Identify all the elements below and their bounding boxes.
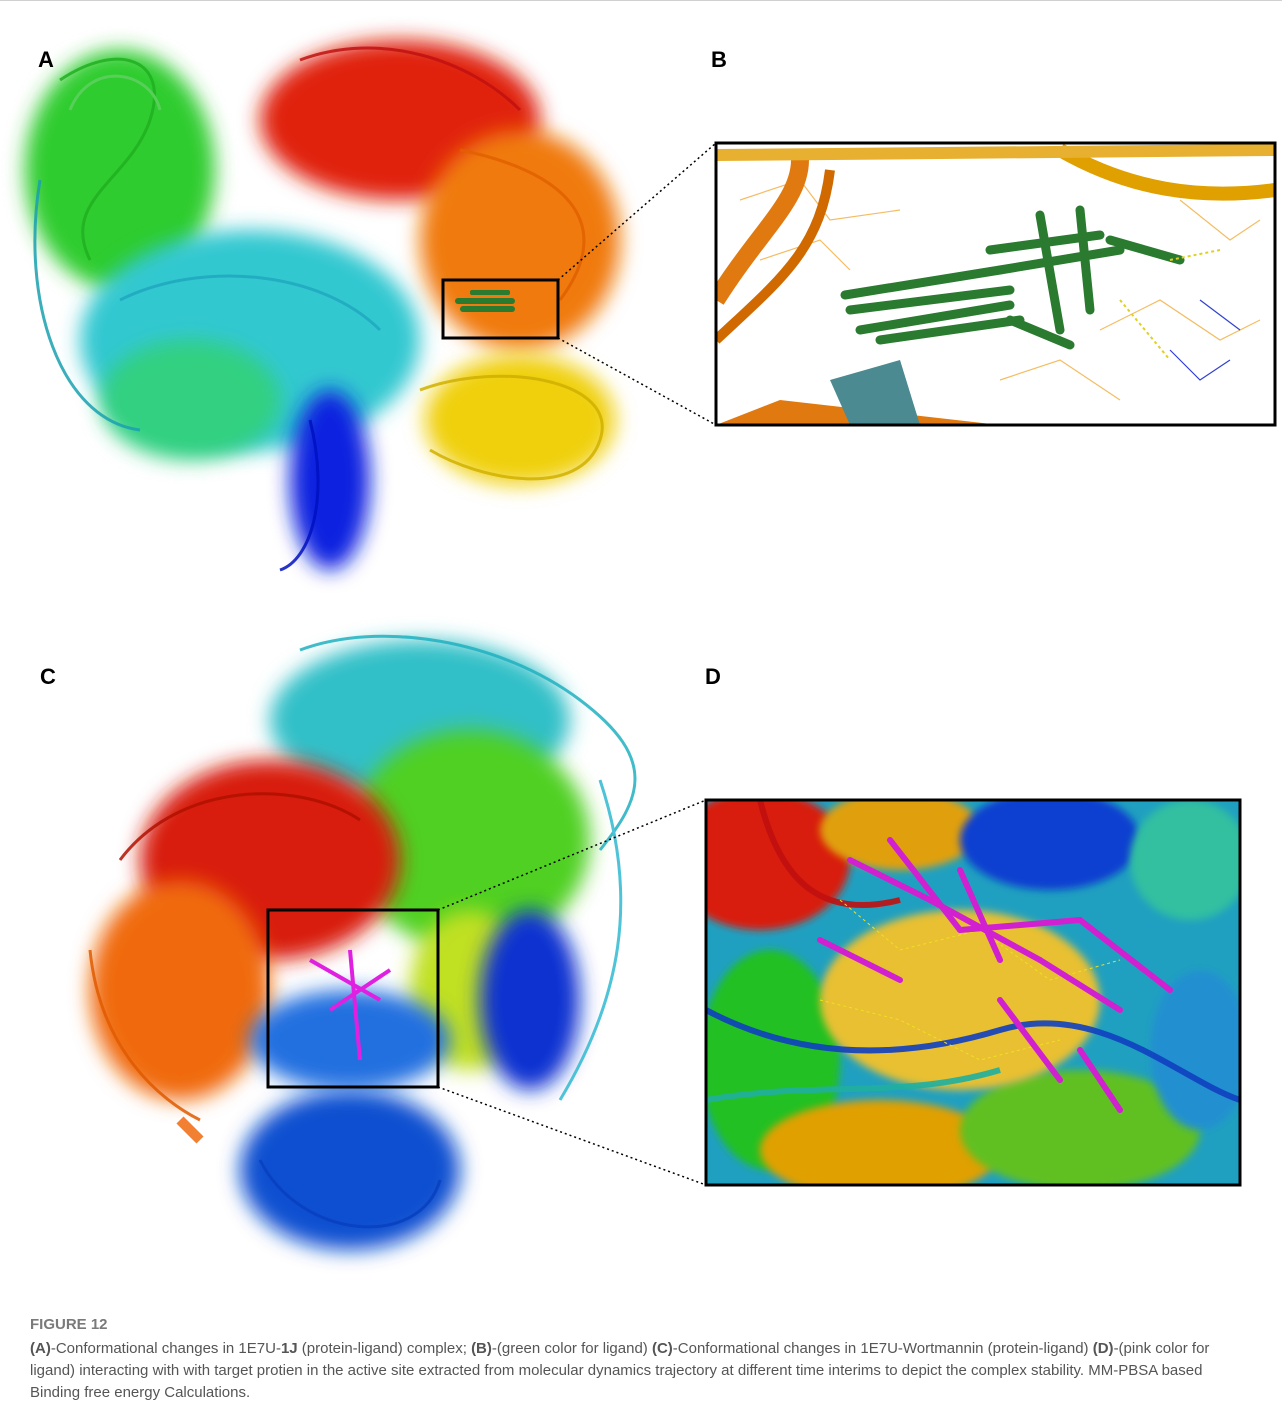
panel-label: A: [38, 47, 54, 72]
illustration-shape: [460, 306, 515, 312]
panel-label: B: [711, 47, 727, 72]
caption-run: (protein-ligand) complex;: [298, 1340, 471, 1357]
caption-bold: (D): [1093, 1340, 1114, 1357]
caption-run: -(green color for ligand): [492, 1340, 652, 1357]
panel-label: C: [40, 664, 56, 689]
illustration-shape: [470, 290, 510, 295]
illustration-shape: [425, 355, 615, 485]
illustration-shape: [1150, 970, 1250, 1130]
illustration-shape: [100, 340, 280, 460]
panel-d-inset: [670, 790, 1250, 1200]
illustration-shape: [250, 990, 450, 1090]
illustration-shape: [455, 298, 515, 304]
panel-a-structure: [25, 40, 620, 570]
illustration-shape: [960, 790, 1140, 890]
figure: A B C D: [0, 0, 1282, 1300]
caption-run: -Conformational changes in 1E7U-Wortmann…: [673, 1340, 1093, 1357]
illustration-shape: [420, 130, 620, 350]
caption-bold: (C): [652, 1340, 673, 1357]
illustration-shape: [180, 1120, 200, 1140]
illustration-shape: [820, 790, 980, 870]
caption-bold: (B): [471, 1340, 492, 1357]
caption-title: FIGURE 12: [30, 1316, 108, 1333]
panel-label: D: [705, 664, 721, 689]
caption-run: -Conformational changes in 1E7U-: [51, 1340, 281, 1357]
illustration-shape: [290, 390, 370, 570]
illustration-shape: [1130, 800, 1250, 920]
caption-bold: (A): [30, 1340, 51, 1357]
illustration-shape: [90, 880, 270, 1100]
caption-text: (A)-Conformational changes in 1E7U-1J (p…: [30, 1338, 1255, 1404]
illustration-shape: [820, 910, 1100, 1090]
caption-bold: 1J: [281, 1340, 298, 1357]
page: A B C D FIGURE 12 (A)-Conformational cha…: [0, 0, 1282, 1405]
illustration-shape: [480, 910, 580, 1090]
panel-c-structure: [90, 636, 635, 1250]
panel-b-inset: [716, 143, 1275, 425]
zoom-line: [438, 1087, 706, 1185]
illustration-shape: [716, 150, 1275, 155]
